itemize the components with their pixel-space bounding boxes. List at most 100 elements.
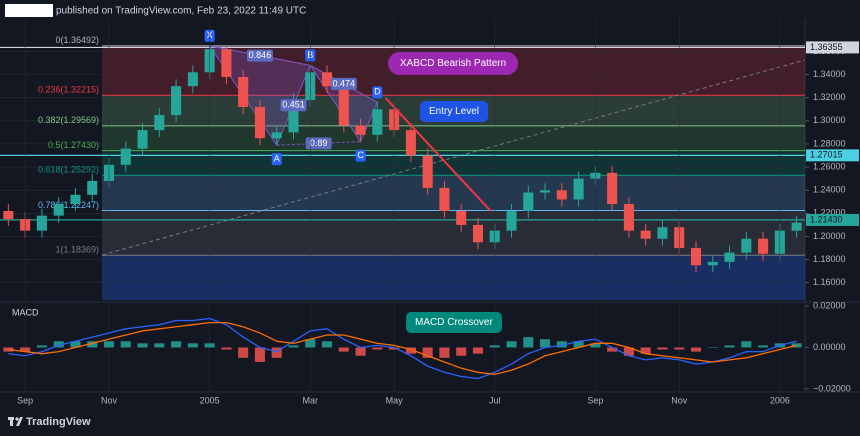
candle-body: [254, 106, 265, 139]
histogram-bar: [607, 347, 618, 352]
candle-body: [372, 109, 383, 135]
x-tick-label: 2006: [770, 395, 790, 405]
price-tag: [806, 213, 859, 226]
y-tick-label: 1.32000: [813, 92, 846, 102]
macd-callout: MACD Crossover: [406, 312, 502, 333]
fib-band: [102, 125, 805, 151]
x-tick-label: Nov: [671, 395, 688, 405]
ratio-box: [280, 99, 307, 112]
histogram-bar: [506, 341, 517, 348]
histogram-bar: [204, 343, 215, 348]
y-tick-label: 1.24000: [813, 185, 846, 195]
candle-body: [87, 180, 98, 195]
y-tick-label: 1.18000: [813, 254, 846, 264]
histogram-bar: [53, 341, 64, 348]
candle-body: [171, 86, 182, 116]
candle-body: [271, 132, 282, 139]
candle-body: [472, 224, 483, 243]
published-text: published on TradingView.com, Feb 23, 20…: [56, 6, 306, 17]
y-tick-label: 1.30000: [813, 115, 846, 125]
histogram-bar: [305, 339, 316, 348]
ratio-label: 0.474: [333, 78, 356, 88]
histogram-bar: [87, 341, 98, 348]
histogram-bar: [657, 347, 668, 350]
candle-body: [322, 72, 333, 87]
histogram-bar: [456, 347, 467, 356]
histogram-bar: [405, 347, 416, 354]
pattern-point: [372, 86, 383, 99]
fib-label: 0.382(1.29569): [38, 115, 99, 125]
y-tick-label: −0.02000: [813, 383, 851, 393]
x-tick-label: Jul: [489, 395, 501, 405]
candle-body: [456, 211, 467, 225]
x-tick-label: May: [386, 395, 404, 405]
candle-body: [338, 86, 349, 126]
histogram-bar: [187, 343, 198, 348]
pattern-point-label: D: [374, 87, 381, 97]
entry-callout: Entry Level: [420, 101, 489, 122]
histogram-bar: [372, 347, 383, 350]
histogram-bar: [422, 347, 433, 358]
fib-label: 0.236(1.32215): [38, 85, 99, 95]
candle-body: [690, 247, 702, 266]
y-tick-label: 0.02000: [813, 300, 846, 310]
histogram-bar: [741, 341, 752, 348]
histogram-bar: [271, 347, 282, 358]
price-tag-label: 1.36355: [810, 42, 843, 52]
candle-body: [355, 125, 366, 135]
candle-body: [422, 155, 433, 188]
pattern-point-label: A: [274, 154, 280, 164]
fib-label: 0.5(1.27430): [48, 140, 99, 150]
histogram-bar: [36, 345, 47, 348]
macd-line: [8, 317, 797, 380]
candle-body: [607, 172, 618, 205]
ratio-label: 0.451: [282, 100, 305, 110]
ratio-box: [305, 137, 332, 150]
histogram-bar: [137, 343, 148, 348]
candle-body: [36, 215, 47, 231]
candle-body: [506, 211, 517, 231]
y-tick-label: 1.34000: [813, 69, 846, 79]
fib-label: 0(1.36492): [55, 35, 99, 45]
price-tag-label: 1.27015: [810, 150, 843, 160]
candle-body: [707, 261, 718, 266]
candle-body: [137, 130, 148, 149]
candle-body: [238, 76, 249, 107]
histogram-bar: [338, 347, 349, 352]
histogram-bar: [590, 343, 601, 348]
pattern-callout: XABCD Bearish Pattern: [388, 52, 519, 75]
pattern-ratio-line: [310, 64, 378, 103]
candle-body: [120, 148, 131, 165]
brand-logo: [8, 417, 23, 426]
author-box: [5, 4, 53, 17]
candle-body: [187, 72, 198, 87]
candle-body: [523, 192, 534, 212]
price-tag: [806, 149, 859, 162]
histogram-bar: [254, 347, 265, 362]
price-tag: [806, 41, 859, 54]
ratio-box: [330, 77, 357, 90]
candle-body: [3, 211, 14, 220]
histogram-bar: [640, 347, 651, 354]
candle-body: [724, 252, 735, 262]
panel-title: MACD: [12, 307, 39, 317]
histogram-bar: [540, 339, 551, 348]
histogram-bar: [389, 347, 400, 350]
pattern-point: [271, 153, 282, 166]
y-tick-label: 1.20000: [813, 231, 846, 241]
fib-label: 0.786(1.22247): [38, 200, 99, 210]
fib-label: 0.618(1.25292): [38, 165, 99, 175]
histogram-bar: [707, 347, 718, 348]
x-tick-label: Nov: [101, 395, 118, 405]
histogram-bar: [171, 341, 182, 348]
x-tick-label: Mar: [303, 395, 319, 405]
ratio-box: [246, 49, 273, 62]
histogram-bar: [238, 347, 249, 358]
candle-body: [556, 190, 567, 200]
candle-body: [741, 238, 752, 253]
fib-band: [102, 255, 805, 300]
price-tag-label: 1.21430: [810, 214, 843, 224]
y-tick-label: 1.16000: [813, 277, 846, 287]
y-tick-label: 1.22000: [813, 208, 846, 218]
